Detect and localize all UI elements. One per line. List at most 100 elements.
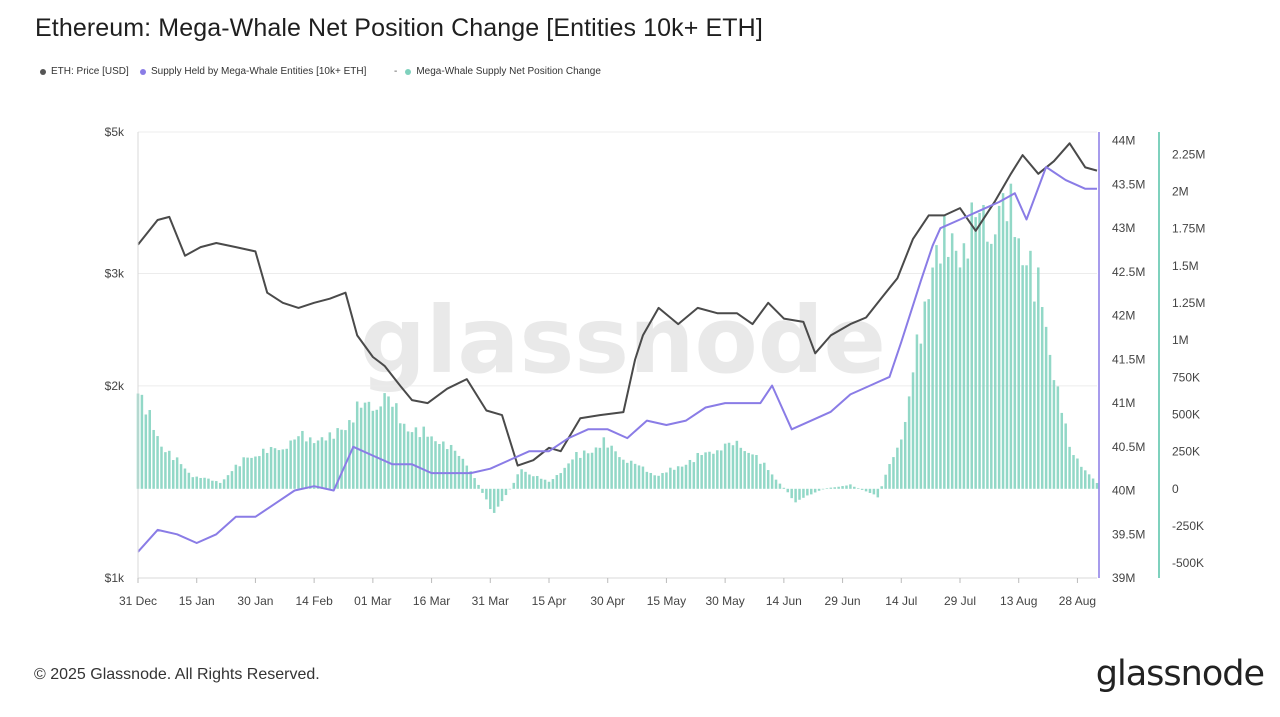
- net-change-tick-label: 2.25M: [1172, 147, 1205, 161]
- net-change-bar: [637, 465, 641, 489]
- net-change-bar: [641, 466, 645, 489]
- net-change-bar: [1072, 455, 1075, 489]
- net-change-bar: [1080, 466, 1083, 489]
- net-change-tick-label: 1.25M: [1172, 296, 1205, 310]
- net-change-bar: [602, 437, 606, 489]
- net-change-bar: [1040, 307, 1044, 489]
- net-change-bar: [575, 452, 578, 489]
- net-change-bar: [453, 450, 457, 489]
- net-change-bar: [763, 462, 766, 489]
- legend-item-net-change[interactable]: - Mega-Whale Supply Net Position Change: [394, 66, 601, 77]
- net-change-bar: [543, 479, 547, 489]
- net-change-bar: [782, 487, 786, 489]
- net-change-bar: [297, 436, 300, 489]
- net-change-bar: [582, 450, 586, 489]
- net-change-bar: [1033, 301, 1036, 489]
- net-change-bar: [269, 447, 273, 489]
- net-change-bar: [222, 479, 226, 489]
- net-change-bar: [191, 477, 195, 489]
- net-change-bar: [449, 444, 453, 489]
- x-tick-label: 29 Jul: [944, 594, 976, 608]
- x-tick-label: 13 Aug: [1000, 594, 1037, 608]
- net-change-bar: [774, 479, 778, 489]
- net-change-bar: [586, 453, 590, 489]
- supply-tick-label: 42M: [1112, 309, 1135, 323]
- supply-tick-label: 39.5M: [1112, 527, 1145, 541]
- net-change-bar: [285, 448, 288, 489]
- net-change-bar: [790, 488, 793, 499]
- net-change-bar: [876, 488, 880, 498]
- series-lines: [137, 142, 1098, 553]
- net-change-bar: [254, 456, 257, 489]
- legend-dot-supply: [140, 68, 146, 75]
- net-change-bar: [673, 469, 676, 489]
- net-change-bar: [747, 452, 750, 489]
- net-change-tick-label: 2M: [1172, 184, 1189, 198]
- price-tick-label: $1k: [105, 571, 125, 585]
- chart-title: Ethereum: Mega-Whale Net Position Change…: [35, 14, 763, 42]
- net-change-bar: [1087, 474, 1091, 489]
- net-change-bar: [786, 488, 790, 493]
- net-change-bar: [328, 432, 332, 489]
- net-change-bar: [727, 442, 731, 489]
- legend-item-supply[interactable]: Supply Held by Mega-Whale Entities [10k+…: [140, 66, 366, 77]
- net-change-bar: [367, 401, 371, 489]
- net-change-bar: [1037, 267, 1040, 489]
- net-change-bar: [743, 451, 746, 489]
- net-change-bar: [500, 488, 504, 502]
- net-change-bar: [414, 427, 418, 489]
- net-change-bar: [1068, 446, 1071, 489]
- supply-line: [137, 166, 1097, 553]
- net-change-bar: [680, 466, 684, 489]
- net-change-bar: [653, 475, 656, 489]
- legend-dot-net-change: [405, 68, 412, 75]
- net-change-bar: [426, 436, 429, 489]
- net-change-bar: [316, 440, 320, 489]
- net-change-bar: [305, 441, 308, 489]
- net-change-bar: [430, 436, 433, 489]
- net-change-bar: [320, 437, 324, 489]
- net-change-bar: [340, 429, 343, 489]
- axes: $1k $2k $3k $5k 31 Dec 15 Jan 30 Jan 14 Feb 01 M…: [105, 125, 1206, 608]
- net-change-bar: [406, 431, 410, 489]
- net-change-bar: [391, 406, 394, 489]
- net-change-bar: [696, 452, 699, 489]
- net-change-tick-label: -250K: [1172, 519, 1204, 533]
- watermark: glassnode: [360, 287, 886, 394]
- net-change-bar: [798, 488, 801, 500]
- net-change-bar: [594, 447, 598, 489]
- net-change-bar: [649, 472, 653, 489]
- net-change-bar: [864, 488, 868, 492]
- net-change-bar: [465, 465, 469, 489]
- net-change-bar: [958, 267, 962, 489]
- brand-logo: glassnode: [1095, 654, 1265, 694]
- net-change-bar: [555, 475, 559, 489]
- net-change-bar: [234, 464, 238, 489]
- net-change-bar: [273, 448, 277, 489]
- net-change-bar: [950, 233, 954, 489]
- net-change-bar: [700, 455, 703, 489]
- net-change-bar: [794, 488, 797, 503]
- net-change-bar: [688, 459, 692, 489]
- supply-tick-label: 41.5M: [1112, 352, 1145, 366]
- net-change-bar: [704, 452, 707, 489]
- net-change-tick-label: 750K: [1172, 370, 1200, 384]
- legend-item-price[interactable]: ETH: Price [USD]: [40, 66, 129, 77]
- net-change-bar: [849, 484, 852, 489]
- net-change-bar: [817, 488, 821, 491]
- net-change-bar: [344, 430, 347, 489]
- net-change-bar: [211, 480, 214, 489]
- net-change-bar: [422, 426, 425, 489]
- net-change-bar: [731, 445, 735, 489]
- net-change-bar: [289, 440, 292, 489]
- net-change-bar: [402, 423, 406, 489]
- net-change-bar: [759, 463, 762, 489]
- net-change-bar: [324, 440, 328, 489]
- net-change-bar: [281, 449, 285, 489]
- net-change-bar: [355, 401, 359, 489]
- net-change-bar: [160, 446, 163, 489]
- net-change-bar: [528, 474, 531, 489]
- net-change-bar: [806, 488, 809, 496]
- net-change-bar: [993, 234, 997, 489]
- net-change-bar: [1044, 326, 1048, 489]
